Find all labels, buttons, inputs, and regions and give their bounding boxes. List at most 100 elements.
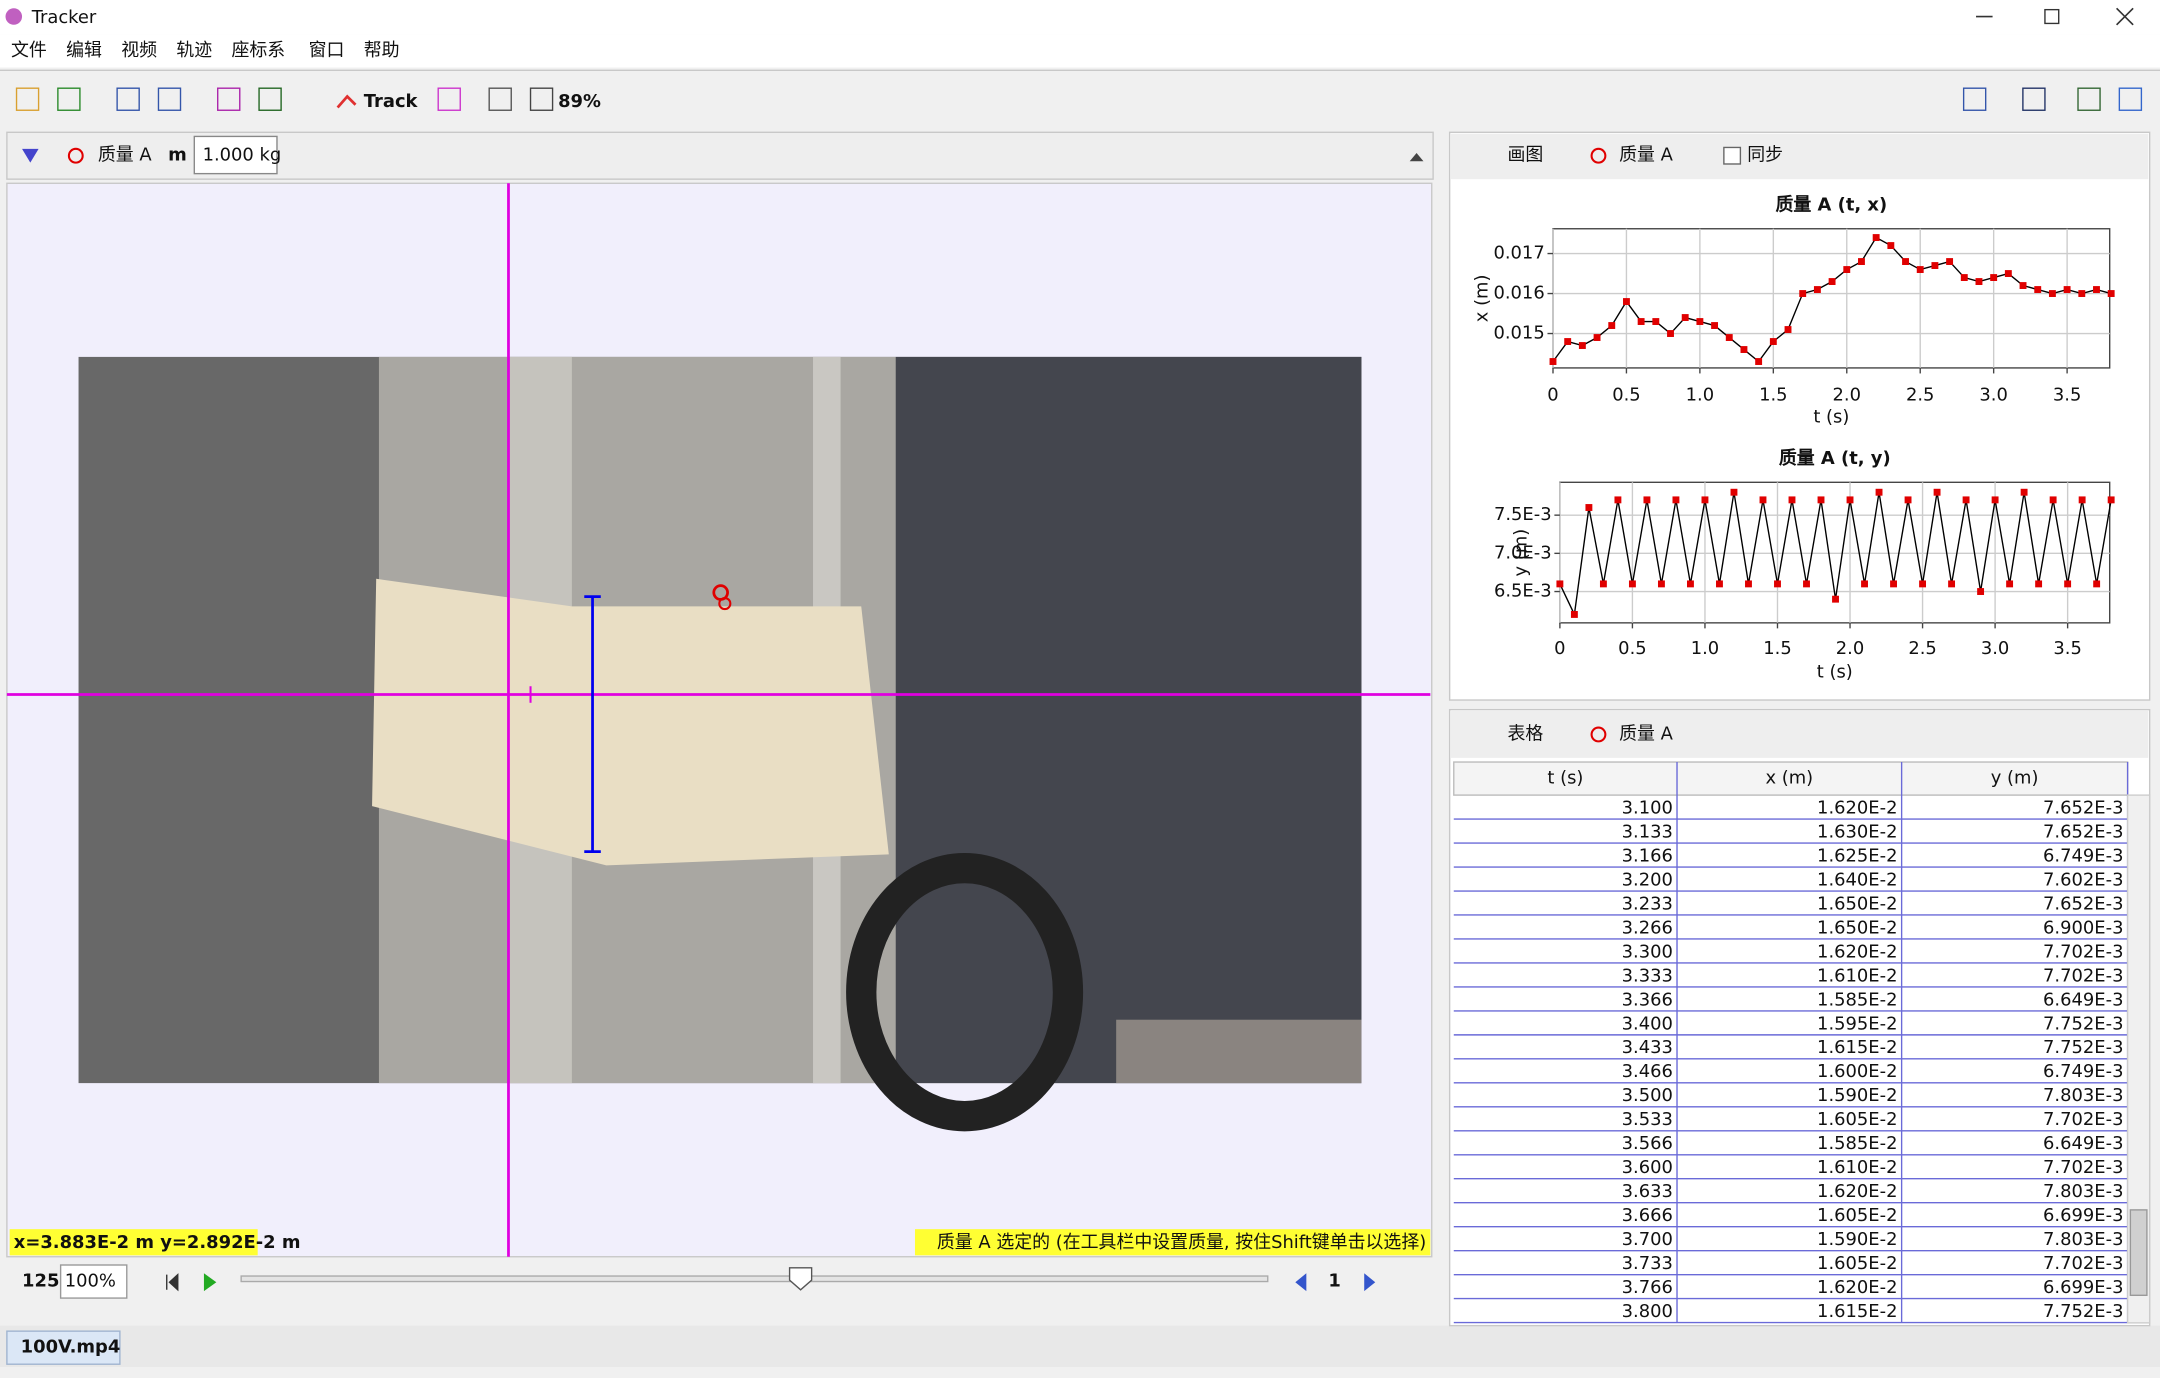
track-name[interactable]: 质量 A xyxy=(98,145,153,166)
track-button[interactable]: Track xyxy=(364,91,419,112)
table-cell: 1.585E-2 xyxy=(1817,1133,1897,1154)
table-cell: 1.615E-2 xyxy=(1817,1037,1897,1058)
toolbar-button[interactable] xyxy=(116,87,140,111)
step-forward[interactable] xyxy=(1364,1273,1376,1292)
table-cell: 3.566 xyxy=(1622,1133,1673,1154)
table-cell: 3.400 xyxy=(1622,1013,1673,1034)
column-header[interactable]: y (m) xyxy=(1991,768,2039,789)
data-point xyxy=(1887,242,1895,249)
y-axis-label: y (m) xyxy=(1510,529,1531,577)
data-point xyxy=(1570,611,1578,618)
data-point xyxy=(1784,326,1792,333)
menu-item[interactable]: 视频 xyxy=(121,40,157,61)
column-header[interactable]: x (m) xyxy=(1765,768,1813,789)
plot-menu[interactable]: 画图 xyxy=(1508,145,1544,166)
collapse[interactable] xyxy=(1409,152,1424,162)
scroll-thumb[interactable] xyxy=(2129,1209,2148,1297)
video-tab[interactable] xyxy=(6,1330,121,1365)
y-tick-label: 7.0E-3 xyxy=(1494,542,1552,563)
x-tick-label: 2.5 xyxy=(1908,638,1936,659)
video-tab-label[interactable]: 100V.mp4 xyxy=(21,1337,121,1358)
menu-item[interactable]: 轨迹 xyxy=(176,40,212,61)
maximize[interactable] xyxy=(2044,8,2060,25)
table-panel xyxy=(1448,708,2151,1327)
plot-track-icon xyxy=(1590,147,1607,164)
data-point xyxy=(1931,262,1939,269)
table-cell: 1.600E-2 xyxy=(1817,1061,1897,1082)
plot-area xyxy=(1552,228,2111,369)
zoom-button[interactable]: 89% xyxy=(558,91,601,112)
sync-label: 同步 xyxy=(1747,145,1783,166)
toolbar-button[interactable] xyxy=(1962,87,1987,111)
menu-item[interactable]: 编辑 xyxy=(66,40,102,61)
data-point xyxy=(1681,314,1689,321)
video-box xyxy=(1116,1019,1362,1084)
table-cell: 3.333 xyxy=(1622,965,1673,986)
title-bar xyxy=(0,0,2160,35)
go-start[interactable] xyxy=(166,1273,179,1292)
data-point xyxy=(1919,580,1927,588)
table-scrollbar[interactable] xyxy=(2126,794,2151,1324)
data-point xyxy=(1991,496,1999,504)
table-cell: 1.590E-2 xyxy=(1817,1229,1897,1250)
toolbar-button[interactable] xyxy=(157,87,182,111)
slider-thumb[interactable] xyxy=(788,1267,813,1291)
column-header[interactable]: t (s) xyxy=(1547,768,1583,789)
toolbar-button[interactable] xyxy=(2022,87,2046,111)
mass-value[interactable]: 1.000 kg xyxy=(203,145,282,166)
data-point xyxy=(1608,322,1616,329)
menu-item[interactable]: 座标系 xyxy=(232,40,286,61)
table-cell: 1.620E-2 xyxy=(1817,941,1897,962)
data-point xyxy=(1599,580,1607,588)
table-cell: 7.702E-3 xyxy=(2043,1109,2123,1130)
play[interactable] xyxy=(203,1273,217,1292)
toolbar-button[interactable] xyxy=(437,87,461,111)
table-cell: 3.233 xyxy=(1622,893,1673,914)
toolbar-button[interactable] xyxy=(57,87,81,111)
data-point xyxy=(1962,496,1970,504)
data-point xyxy=(1667,330,1674,337)
frame-number: 125 xyxy=(22,1271,59,1292)
data-point xyxy=(1716,580,1723,588)
data-point xyxy=(2093,286,2100,293)
toolbar-button[interactable] xyxy=(529,87,554,111)
track-menu[interactable] xyxy=(22,148,39,163)
window-title: Tracker xyxy=(31,7,97,28)
toolbar-button[interactable] xyxy=(15,87,40,111)
menu-item[interactable]: 帮助 xyxy=(364,40,400,61)
menu-item[interactable]: 文件 xyxy=(11,40,47,61)
data-point xyxy=(1740,346,1748,353)
toolbar-button[interactable] xyxy=(488,87,512,111)
table-cell: 7.652E-3 xyxy=(2043,797,2123,818)
tab-strip xyxy=(0,1325,2160,1367)
table-track[interactable]: 质量 A xyxy=(1619,723,1674,744)
step-back[interactable] xyxy=(1295,1273,1307,1292)
y-tick-label: 6.5E-3 xyxy=(1494,581,1552,602)
table-cell: 3.100 xyxy=(1622,797,1673,818)
table-cell: 1.610E-2 xyxy=(1817,965,1897,986)
data-point xyxy=(1745,580,1752,588)
table-cell: 6.649E-3 xyxy=(2043,989,2123,1010)
table-cell: 7.752E-3 xyxy=(2043,1301,2123,1322)
close xyxy=(2116,7,2134,26)
data-point xyxy=(1643,496,1651,504)
plot-track[interactable]: 质量 A xyxy=(1619,145,1674,166)
toolbar-button[interactable] xyxy=(2077,87,2101,111)
toolbar-button[interactable] xyxy=(217,87,241,111)
mass-field[interactable] xyxy=(193,135,278,175)
table-cell: 6.749E-3 xyxy=(2043,845,2123,866)
table-toolbar xyxy=(1451,711,2149,758)
table-cell: 3.266 xyxy=(1622,917,1673,938)
rate-value[interactable]: 100% xyxy=(65,1271,116,1292)
data-point xyxy=(1933,488,1941,496)
toolbar-button[interactable] xyxy=(258,87,282,111)
menu-item[interactable]: 窗口 xyxy=(309,40,345,61)
toolbar-button[interactable] xyxy=(2118,87,2143,111)
table-menu[interactable]: 表格 xyxy=(1508,723,1544,744)
table-cell: 6.749E-3 xyxy=(2043,1061,2123,1082)
rate-field[interactable] xyxy=(59,1264,128,1299)
data-point xyxy=(1725,334,1733,341)
sync-checkbox[interactable] xyxy=(1723,146,1742,165)
data-point xyxy=(1788,496,1796,504)
